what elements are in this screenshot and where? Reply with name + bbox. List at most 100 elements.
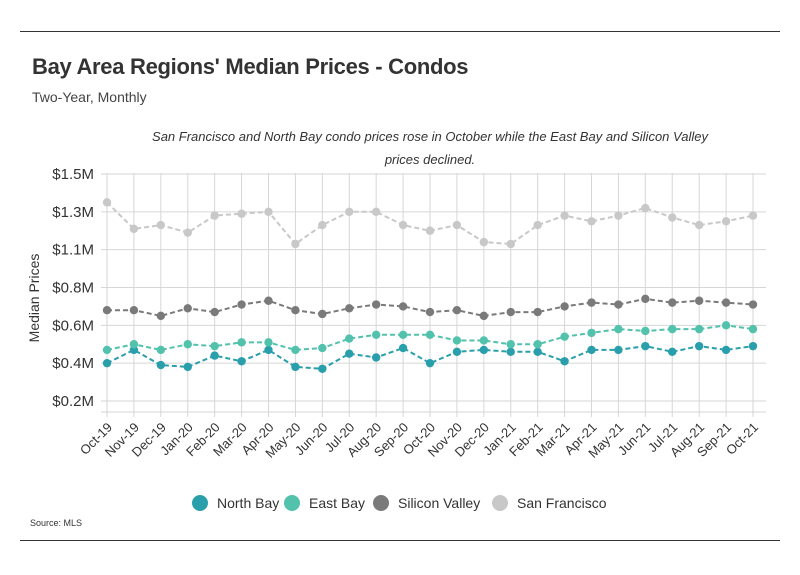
data-point [668, 324, 677, 334]
data-point [318, 364, 327, 374]
chart-subtitle: Two-Year, Monthly [32, 89, 147, 105]
data-point [506, 307, 515, 317]
data-point [506, 239, 515, 249]
data-point [264, 296, 273, 305]
data-point [237, 357, 246, 366]
data-point [156, 311, 166, 321]
data-point [587, 298, 596, 307]
data-point [210, 351, 219, 360]
data-point [721, 298, 731, 307]
data-point [129, 340, 139, 349]
data-point [721, 345, 731, 355]
data-point [264, 338, 273, 347]
data-point [668, 298, 677, 307]
data-point [371, 300, 381, 309]
data-point [210, 211, 219, 220]
data-point [425, 358, 435, 368]
data-point [479, 311, 489, 321]
data-point [748, 341, 758, 351]
data-point [641, 294, 650, 304]
data-point [291, 306, 300, 315]
data-point [668, 213, 677, 222]
data-point [533, 340, 542, 349]
y-tick-label: $1.5M [52, 166, 94, 183]
data-point [614, 211, 623, 220]
legend-marker [284, 495, 300, 511]
data-point [694, 220, 704, 230]
data-point [560, 302, 569, 311]
data-point [560, 357, 569, 366]
legend-marker [192, 495, 208, 511]
data-point [668, 347, 677, 357]
data-point [694, 296, 704, 305]
legend: North Bay East Bay Silicon Valley San Franc… [192, 495, 607, 511]
grid-lines [101, 173, 766, 417]
data-point [587, 217, 596, 226]
bottom-rule [20, 540, 780, 541]
data-point [183, 228, 192, 237]
data-point [694, 341, 704, 351]
data-point [291, 362, 300, 372]
y-tick-label: $1.3M [52, 204, 94, 221]
data-point [506, 347, 515, 357]
data-point [748, 211, 758, 220]
data-point [748, 300, 758, 309]
data-point [641, 203, 650, 213]
y-tick-label: $0.6M [52, 317, 94, 334]
y-tick-label: $1.1M [52, 242, 94, 259]
data-point [102, 198, 112, 207]
data-point [398, 343, 408, 353]
data-point [237, 300, 246, 309]
data-point [398, 302, 408, 311]
data-point [479, 345, 489, 355]
data-point [533, 220, 542, 230]
data-point [587, 345, 596, 355]
data-point [318, 343, 327, 353]
data-point [533, 347, 542, 357]
chart-annotation: San Francisco and North Bay condo prices… [152, 129, 708, 167]
legend-label: San Francisco [517, 495, 607, 511]
data-point [425, 307, 435, 317]
data-point [102, 345, 112, 355]
data-point [345, 349, 354, 358]
data-point [183, 362, 192, 372]
y-axis-title: Median Prices [26, 254, 42, 343]
data-point [318, 220, 327, 230]
data-point [721, 217, 731, 226]
legend-marker [373, 495, 389, 511]
legend-label: Silicon Valley [398, 495, 480, 511]
legend-item-san-francisco: San Francisco [492, 495, 607, 511]
chart-title: Bay Area Regions' Median Prices - Condos [32, 54, 469, 79]
data-point [102, 306, 112, 315]
data-point [614, 300, 623, 309]
data-point [398, 330, 408, 339]
data-point [452, 220, 462, 230]
data-point [479, 237, 489, 247]
data-point [371, 207, 381, 217]
legend-label: East Bay [309, 495, 365, 511]
data-point [371, 353, 381, 362]
data-point [452, 306, 462, 315]
data-point [452, 347, 462, 357]
data-point [183, 340, 192, 349]
legend-label: North Bay [217, 495, 279, 511]
y-tick-label: $0.8M [52, 280, 94, 297]
data-point [210, 307, 219, 317]
data-point [183, 304, 192, 313]
data-point [614, 324, 623, 334]
data-point [560, 332, 569, 341]
data-point [452, 336, 462, 345]
data-point [721, 321, 731, 330]
data-point [641, 326, 650, 336]
data-point [156, 360, 166, 370]
data-point [587, 328, 596, 338]
legend-item-north-bay: North Bay [192, 495, 279, 511]
legend-marker [492, 495, 508, 511]
data-point [291, 345, 300, 355]
data-point [291, 239, 300, 249]
data-point [748, 324, 758, 334]
data-point [425, 330, 435, 339]
data-point [237, 209, 246, 218]
legend-item-east-bay: East Bay [284, 495, 365, 511]
